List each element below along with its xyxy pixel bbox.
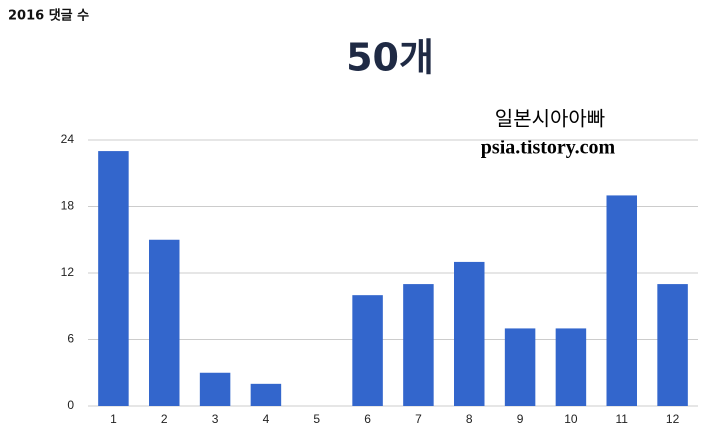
chart-subtitle: 2016 댓글 수 [8,8,89,24]
bar [250,383,282,406]
bar [606,195,637,406]
x-tick-label: 5 [313,412,320,426]
y-tick-label: 24 [61,132,75,146]
y-tick-label: 18 [61,199,75,213]
bar [149,239,180,406]
x-tick-label: 7 [415,412,422,426]
x-tick-label: 2 [161,412,168,426]
x-tick-label: 10 [564,412,578,426]
chart-title: 50개 [346,36,434,80]
bar [199,372,231,406]
x-tick-label: 11 [616,412,629,426]
x-tick-label: 3 [212,412,219,426]
bar [403,284,434,406]
x-tick-label: 12 [666,412,680,426]
x-tick-label: 6 [364,412,371,426]
x-tick-label: 4 [263,412,270,426]
y-tick-label: 6 [67,332,74,346]
bar [555,328,587,406]
x-tick-label: 8 [466,412,473,426]
y-tick-label: 0 [67,398,74,412]
y-tick-label: 12 [61,265,75,279]
bar [504,328,536,406]
bar [98,151,129,406]
bar [352,295,383,406]
bar [454,261,485,406]
annotation: 일본시아아빠 [495,107,605,131]
bar [657,284,688,406]
annotation: psia.tistory.com [481,137,616,159]
x-tick-label: 1 [110,412,117,426]
x-tick-label: 9 [517,412,524,426]
